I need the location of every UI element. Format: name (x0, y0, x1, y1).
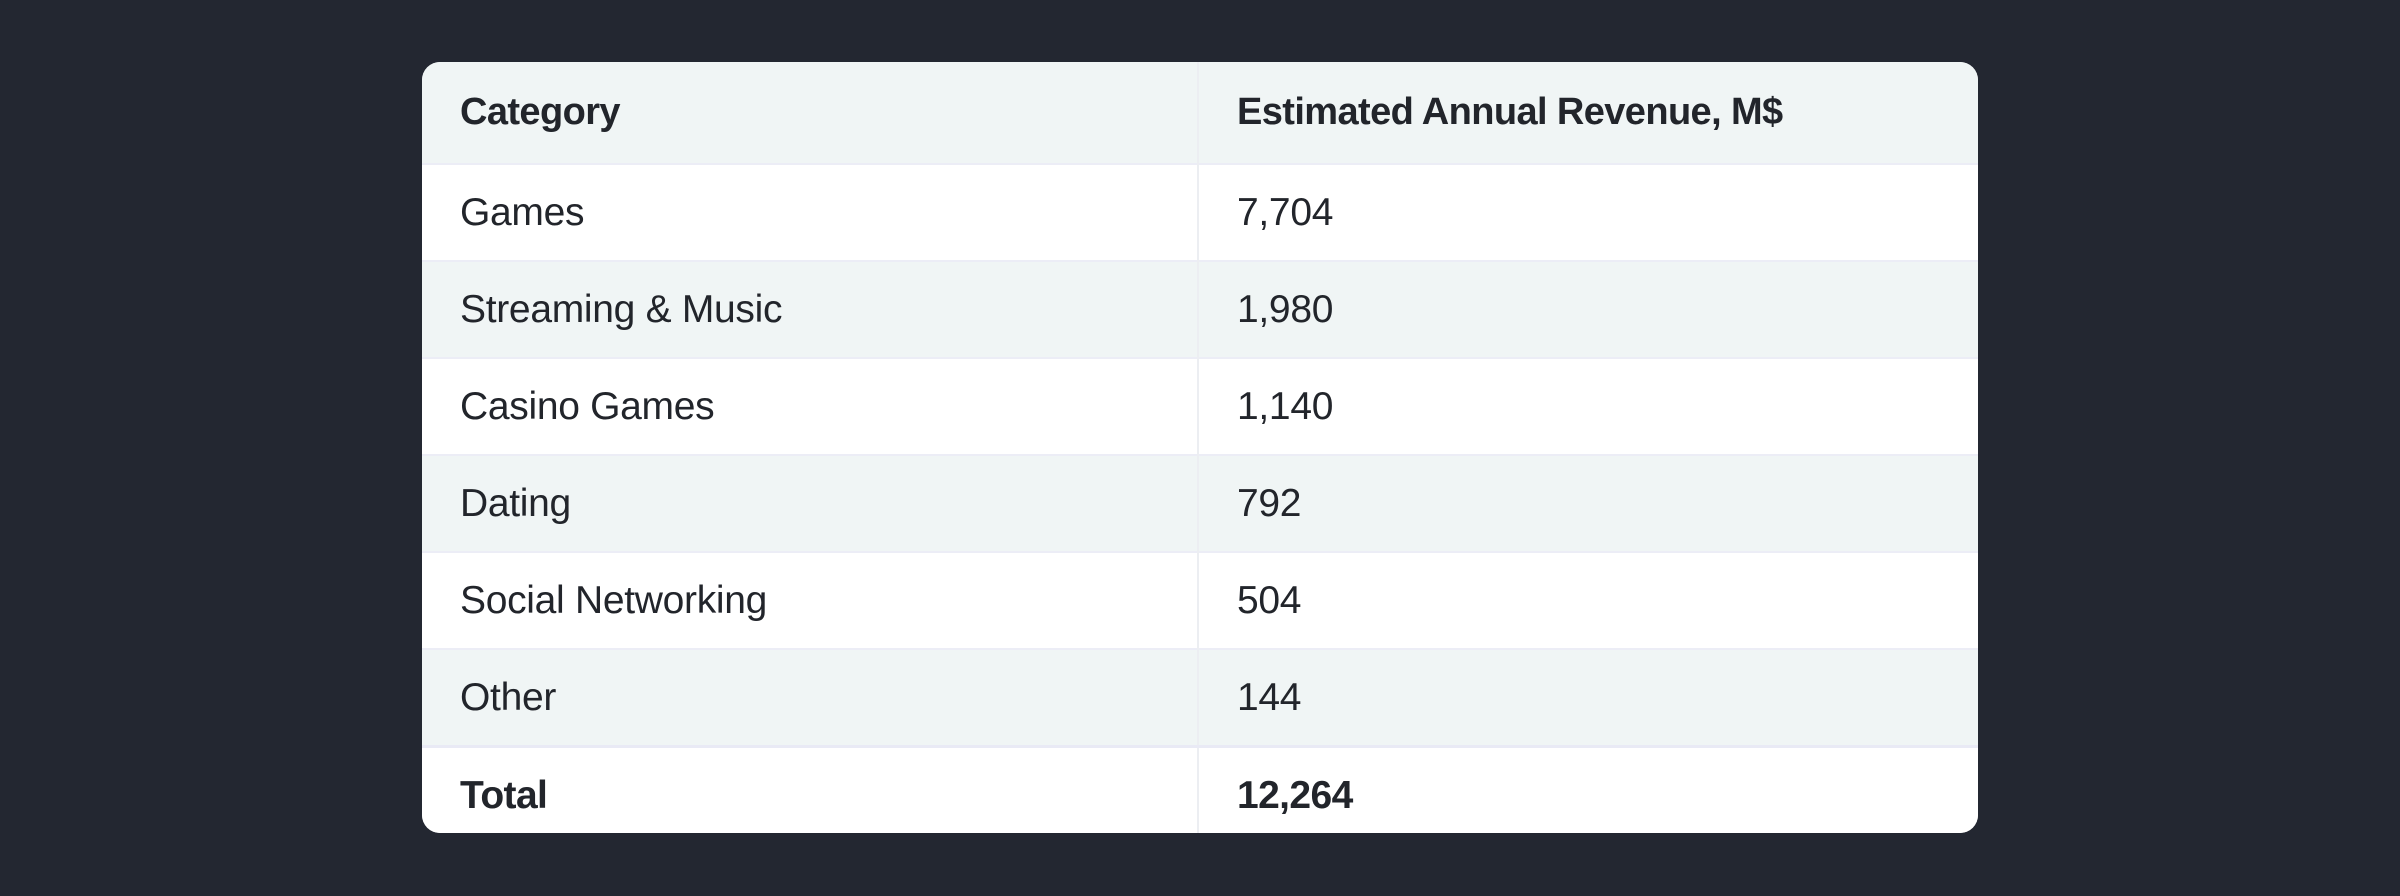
table-header-row: Category Estimated Annual Revenue, M$ (422, 62, 1978, 165)
revenue-cell: 792 (1198, 454, 1978, 552)
category-cell: Casino Games (422, 357, 1199, 455)
table-row: Games 7,704 (422, 163, 1978, 261)
table-row: Casino Games 1,140 (422, 357, 1978, 455)
category-cell: Social Networking (422, 551, 1199, 649)
revenue-cell: 1,980 (1198, 260, 1978, 358)
category-cell: Dating (422, 454, 1199, 552)
table-row: Streaming & Music 1,980 (422, 260, 1978, 358)
column-header-revenue: Estimated Annual Revenue, M$ (1198, 62, 1978, 165)
revenue-table-card: Category Estimated Annual Revenue, M$ Ga… (422, 62, 1978, 833)
total-label-cell: Total (422, 745, 1199, 833)
table-row: Dating 792 (422, 454, 1978, 552)
table-row: Social Networking 504 (422, 551, 1978, 649)
category-cell: Streaming & Music (422, 260, 1199, 358)
column-header-category: Category (422, 62, 1199, 165)
revenue-table: Category Estimated Annual Revenue, M$ Ga… (422, 62, 1978, 833)
total-row: Total 12,264 (422, 745, 1978, 833)
revenue-cell: 7,704 (1198, 163, 1978, 261)
category-cell: Games (422, 163, 1199, 261)
total-value-cell: 12,264 (1198, 745, 1978, 833)
category-cell: Other (422, 648, 1199, 747)
table-row: Other 144 (422, 648, 1978, 747)
revenue-cell: 1,140 (1198, 357, 1978, 455)
revenue-cell: 504 (1198, 551, 1978, 649)
revenue-cell: 144 (1198, 648, 1978, 747)
